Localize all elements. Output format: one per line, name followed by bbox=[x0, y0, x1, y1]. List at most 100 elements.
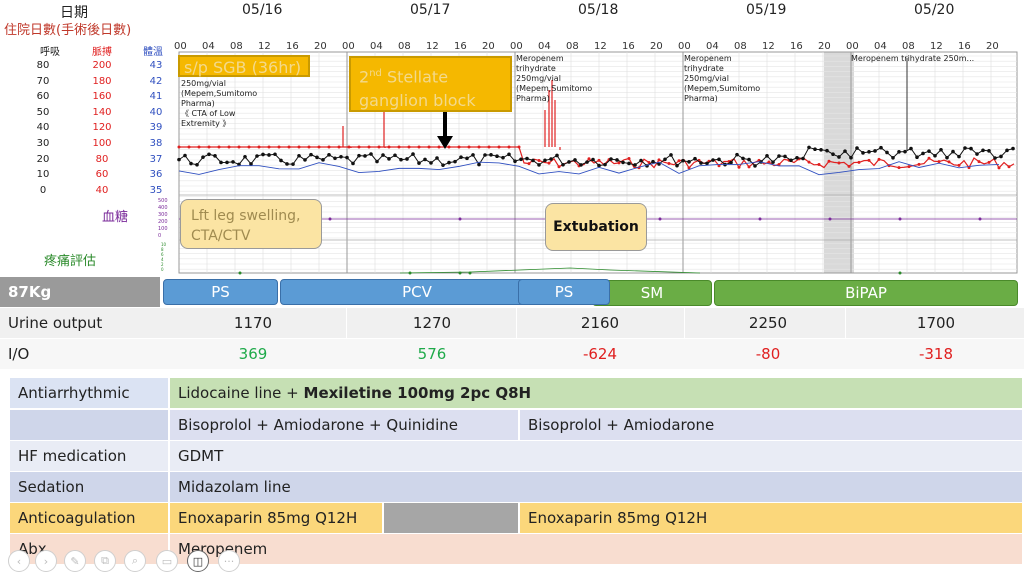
zoom-icon[interactable]: ⌕ bbox=[124, 550, 146, 572]
resp-point bbox=[705, 161, 709, 166]
hour-tick: 08 bbox=[566, 41, 579, 52]
pulse-point bbox=[747, 165, 751, 169]
med-row-beta: Bisoprolol + Amiodarone + Quinidine Biso… bbox=[10, 410, 1022, 440]
resp-point bbox=[771, 160, 775, 164]
stellate-text: Stellate bbox=[381, 67, 449, 87]
pulse-tick: 200 bbox=[92, 60, 112, 71]
pulse-point bbox=[627, 157, 631, 161]
pulse-point bbox=[717, 164, 721, 168]
hf-value: GDMT bbox=[170, 441, 1022, 471]
pulse-point bbox=[517, 145, 521, 149]
note-line: Meropenem bbox=[684, 54, 732, 63]
sgb-callout: s/p SGB (36hr) bbox=[178, 55, 310, 77]
pulse-point bbox=[427, 145, 431, 149]
vent-mode-ps-1: PS bbox=[163, 279, 278, 305]
resp-point bbox=[519, 157, 523, 162]
abx-value: Meropenem bbox=[170, 534, 1022, 564]
pulse-point bbox=[477, 145, 481, 149]
pulse-point bbox=[807, 160, 811, 164]
date-0516: 05/16 bbox=[242, 2, 283, 18]
hour-tick: 20 bbox=[650, 41, 663, 52]
resp-point bbox=[849, 155, 853, 160]
resp-point bbox=[801, 156, 805, 161]
slides-grid-icon[interactable]: ⧉ bbox=[94, 550, 116, 572]
temp-tick: 35 bbox=[149, 184, 163, 196]
resp-point bbox=[573, 158, 577, 162]
pulse-point bbox=[1007, 165, 1011, 169]
resp-point bbox=[891, 156, 895, 160]
pulse-point bbox=[547, 161, 551, 165]
resp-point bbox=[963, 146, 967, 150]
next-slide-icon[interactable]: › bbox=[35, 550, 57, 572]
resp-point bbox=[615, 158, 619, 162]
resp-tick: 10 bbox=[36, 169, 50, 181]
pulse-point bbox=[417, 145, 421, 149]
resp-point bbox=[501, 155, 505, 160]
resp-point bbox=[219, 160, 223, 165]
resp-point bbox=[711, 158, 715, 162]
pulse-point bbox=[197, 145, 201, 149]
pulse-point bbox=[237, 145, 241, 149]
pulse-tick: 120 bbox=[92, 122, 112, 134]
resp-point bbox=[855, 146, 859, 150]
resp-point bbox=[249, 162, 253, 166]
resp-point bbox=[951, 149, 955, 154]
vital-signs-chart: 00 04 08 12 16 20 00 04 08 12 16 20 00 04 08 12 16 20 00 04… bbox=[158, 41, 1018, 275]
resp-point bbox=[933, 153, 937, 158]
resp-point bbox=[921, 151, 925, 156]
resp-tick: 40 bbox=[36, 122, 50, 134]
hour-tick: 00 bbox=[342, 41, 355, 52]
pen-icon[interactable]: ✎ bbox=[64, 550, 86, 572]
note-line: 《 CTA of Low bbox=[181, 109, 236, 118]
resp-point bbox=[837, 155, 841, 159]
pulse-point bbox=[457, 145, 461, 149]
resp-point bbox=[579, 163, 583, 167]
resp-point bbox=[867, 150, 871, 154]
resp-point bbox=[561, 162, 565, 167]
resp-point bbox=[285, 162, 289, 166]
resp-point bbox=[987, 149, 991, 153]
resp-point bbox=[831, 152, 835, 156]
resp-point bbox=[435, 156, 439, 160]
resp-point bbox=[387, 157, 391, 161]
day-count-label: 住院日數(手術後日數) bbox=[4, 23, 132, 38]
resp-point bbox=[915, 155, 919, 160]
hf-label: HF medication bbox=[10, 441, 168, 471]
resp-point bbox=[585, 160, 589, 164]
sugar-point bbox=[828, 217, 832, 221]
pulse-tick: 140 bbox=[92, 106, 112, 118]
resp-point bbox=[789, 158, 793, 163]
more-options-icon[interactable]: ··· bbox=[218, 550, 240, 572]
resp-point bbox=[447, 160, 451, 165]
note-line: Pharma) bbox=[684, 94, 718, 103]
vent-mode-ps-2: PS bbox=[518, 279, 610, 305]
resp-tick: 0 bbox=[39, 184, 47, 196]
resp-line bbox=[178, 146, 1014, 167]
prev-slide-icon[interactable]: ‹ bbox=[8, 550, 30, 572]
pulse-point bbox=[347, 145, 351, 149]
camera-icon[interactable]: ◫ bbox=[187, 550, 209, 572]
note-line: (Mepem,Sumitomo bbox=[684, 84, 761, 93]
resp-point bbox=[231, 160, 235, 164]
resp-point bbox=[531, 158, 535, 163]
temp-tick: 43 bbox=[149, 60, 163, 71]
pulse-point bbox=[907, 165, 911, 169]
resp-point bbox=[369, 152, 373, 156]
resp-point bbox=[225, 160, 229, 165]
resp-point bbox=[327, 152, 331, 157]
urine-output-row: Urine output 1170 1270 2160 2250 1700 bbox=[0, 308, 1024, 338]
resp-point bbox=[753, 164, 757, 168]
urine-divider bbox=[346, 308, 347, 338]
subtitles-icon[interactable]: ▭ bbox=[156, 550, 178, 572]
resp-point bbox=[213, 154, 217, 158]
io-0516: 369 bbox=[238, 345, 268, 363]
resp-point bbox=[927, 149, 931, 153]
resp-tick: 20 bbox=[36, 153, 50, 165]
temp-tick: 39 bbox=[149, 122, 163, 134]
resp-tick: 70 bbox=[36, 75, 50, 87]
pulse-point bbox=[737, 165, 741, 169]
resp-point bbox=[303, 158, 307, 162]
pulse-point bbox=[837, 161, 841, 165]
resp-point bbox=[885, 150, 889, 155]
resp-point bbox=[687, 160, 691, 164]
